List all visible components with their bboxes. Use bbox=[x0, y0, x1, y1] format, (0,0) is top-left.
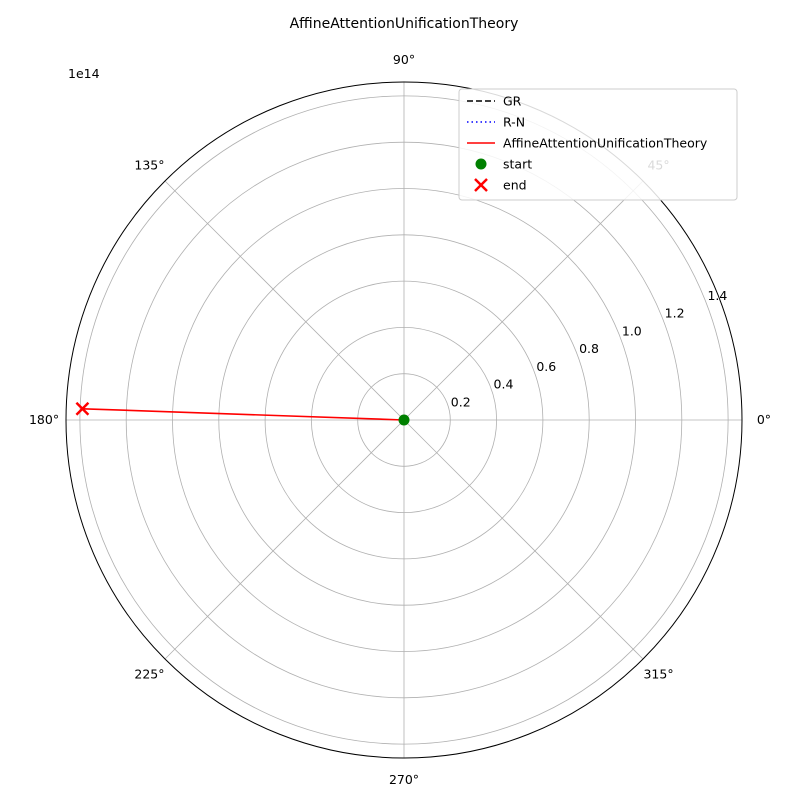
marker-start bbox=[398, 414, 410, 426]
legend-label-0: GR bbox=[503, 94, 522, 109]
angle-tick-label-6: 270° bbox=[389, 772, 419, 787]
legend-entry-1: R-N bbox=[467, 115, 525, 130]
marker-end bbox=[75, 401, 90, 416]
radial-tick-label-0: 0.2 bbox=[451, 394, 471, 409]
angle-gridline-7 bbox=[403, 419, 644, 660]
legend-entry-0: GR bbox=[467, 94, 522, 109]
angle-tick-label-7: 315° bbox=[643, 667, 673, 682]
legend: GR R-N AffineAttentionUnificationTheory sta… bbox=[458, 88, 738, 201]
radial-tick-label-3: 0.8 bbox=[579, 341, 599, 356]
polar-grid bbox=[65, 81, 743, 759]
angle-gridline-1 bbox=[403, 180, 644, 421]
legend-label-2: AffineAttentionUnificationTheory bbox=[503, 136, 708, 151]
series-line-2 bbox=[82, 407, 405, 421]
legend-entry-2: AffineAttentionUnificationTheory bbox=[467, 136, 708, 151]
angle-tick-label-2: 90° bbox=[393, 52, 415, 67]
angle-tick-label-5: 225° bbox=[134, 667, 164, 682]
radial-tick-label-1: 0.4 bbox=[494, 377, 514, 392]
radial-tick-label-4: 1.0 bbox=[622, 323, 642, 338]
legend-entry-4: end bbox=[474, 178, 527, 193]
legend-entry-3: start bbox=[475, 157, 532, 172]
radial-tick-label-5: 1.2 bbox=[665, 306, 685, 321]
legend-label-3: start bbox=[503, 157, 532, 172]
legend-box bbox=[458, 88, 738, 201]
polar-spine bbox=[65, 81, 743, 759]
chart-title: AffineAttentionUnificationTheory bbox=[290, 16, 519, 32]
angle-tick-label-4: 180° bbox=[29, 412, 59, 427]
series-layer bbox=[75, 401, 410, 426]
radial-tick-labels: 0.2 0.4 0.6 0.8 1.0 1.2 1.4 bbox=[451, 288, 728, 409]
radial-multiplier-label: 1e14 bbox=[68, 66, 100, 81]
legend-label-1: R-N bbox=[503, 115, 525, 130]
radial-tick-label-2: 0.6 bbox=[536, 359, 556, 374]
angle-tick-label-3: 135° bbox=[134, 157, 164, 172]
radial-tick-label-6: 1.4 bbox=[707, 288, 727, 303]
legend-label-4: end bbox=[503, 178, 527, 193]
angle-gridline-3 bbox=[164, 180, 405, 421]
angle-tick-label-0: 0° bbox=[757, 412, 771, 427]
angle-gridline-5 bbox=[164, 419, 405, 660]
